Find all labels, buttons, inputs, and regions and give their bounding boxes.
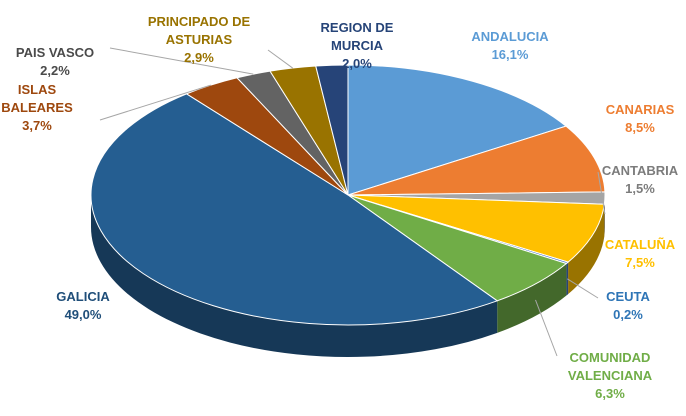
pie-slice-side — [91, 195, 498, 357]
value-label: 8,5% — [625, 120, 655, 135]
category-label: COMUNIDAD VALENCIANA — [567, 350, 653, 383]
pie-slice — [347, 125, 606, 196]
data-label: COMUNIDAD VALENCIANA 6,3% — [550, 349, 670, 403]
value-label: 2,0% — [342, 56, 372, 71]
data-label: ISLAS BALEARES 3,7% — [0, 81, 92, 135]
value-label: 49,0% — [64, 307, 102, 322]
category-label: GALICIA — [56, 289, 110, 304]
data-label: ANDALUCIA 16,1% — [450, 28, 570, 64]
category-label: REGION DE MURCIA — [320, 20, 394, 53]
value-label: 3,7% — [22, 118, 52, 133]
leader-line — [535, 299, 558, 357]
leader-line — [597, 171, 606, 215]
pie-slice-side — [497, 263, 567, 333]
leader-line — [109, 47, 254, 75]
pie-slice-side — [568, 204, 605, 295]
leader-line — [567, 278, 599, 299]
category-label: CATALUÑA — [604, 237, 676, 252]
data-label: CEUTA 0,2% — [568, 288, 686, 324]
value-label: 6,3% — [595, 386, 625, 401]
value-label: 7,5% — [625, 255, 655, 270]
leader-line — [267, 49, 293, 69]
data-label: CATALUÑA 7,5% — [580, 236, 686, 272]
value-label: 16,1% — [491, 47, 529, 62]
category-label: CANTABRIA — [601, 163, 679, 178]
data-label: CANTABRIA 1,5% — [580, 162, 686, 198]
data-label: REGION DE MURCIA 2,0% — [297, 19, 417, 73]
pie-slice — [90, 93, 499, 326]
data-label: PRINCIPADO DE ASTURIAS 2,9% — [144, 13, 254, 67]
category-label: PRINCIPADO DE ASTURIAS — [147, 14, 251, 47]
category-label: ISLAS BALEARES — [1, 82, 73, 115]
value-label: 0,2% — [613, 307, 643, 322]
data-label: PAIS VASCO 2,2% — [0, 44, 115, 80]
pie-slice — [315, 64, 349, 196]
category-label: PAIS VASCO — [15, 45, 95, 60]
value-label: 1,5% — [625, 181, 655, 196]
value-label: 2,2% — [40, 63, 70, 78]
data-label: GALICIA 49,0% — [23, 288, 143, 324]
category-label: ANDALUCIA — [471, 29, 549, 44]
pie-slice-side — [566, 262, 569, 296]
category-label: CEUTA — [606, 289, 650, 304]
category-label: CANARIAS — [605, 102, 675, 117]
leader-line — [99, 84, 212, 121]
data-label: CANARIAS 8,5% — [580, 101, 686, 137]
value-label: 2,9% — [184, 50, 214, 65]
pie-slice — [347, 64, 568, 196]
